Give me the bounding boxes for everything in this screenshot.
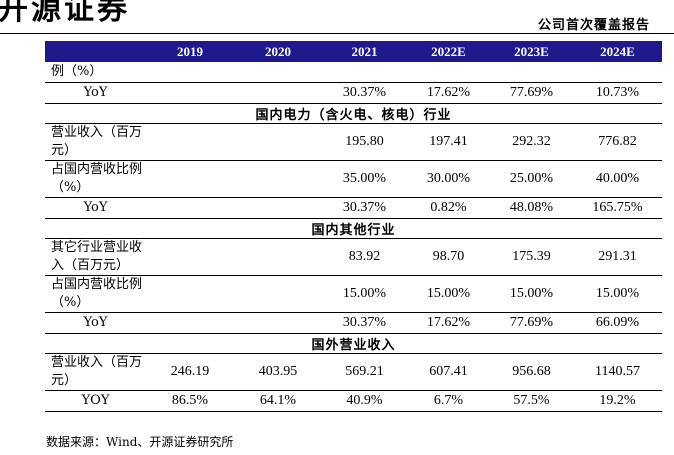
- table-cell: 77.69%: [490, 312, 573, 334]
- table-cell: 403.95: [234, 353, 322, 391]
- table-cell: [234, 275, 322, 313]
- table-cell: [234, 312, 322, 334]
- table-cell: [234, 160, 322, 198]
- table-cell: 569.21: [322, 353, 407, 391]
- table-cell: [146, 160, 234, 198]
- table-cell: [573, 62, 662, 83]
- column-header: 2020: [234, 41, 322, 62]
- table-row: 营业收入（百万元） 195.80 197.41 292.32 776.82: [45, 123, 662, 161]
- revenue-forecast-table: 2019 2020 2021 2022E 2023E 2024E 例（%） YoY…: [45, 41, 662, 412]
- row-label: 其它行业营业收入（百万元）: [45, 238, 146, 276]
- table-cell: 15.00%: [407, 275, 490, 313]
- header-divider: [0, 33, 674, 34]
- table-cell: 0.82%: [407, 197, 490, 219]
- table-row: YoY 30.37% 17.62% 77.69% 66.09%: [45, 312, 662, 334]
- table-cell: 17.62%: [407, 312, 490, 334]
- table-cell: 25.00%: [490, 160, 573, 198]
- row-label: 营业收入（百万元）: [45, 353, 146, 391]
- table-cell: 64.1%: [234, 390, 322, 412]
- table-cell: 77.69%: [490, 82, 573, 104]
- table-row: 占国内营收比例（%） 15.00% 15.00% 15.00% 15.00%: [45, 275, 662, 313]
- section-title: 国外营业收入: [45, 333, 662, 354]
- table-cell: 15.00%: [573, 275, 662, 313]
- table-row: 占国内营收比例（%） 35.00% 30.00% 25.00% 40.00%: [45, 160, 662, 198]
- table-row: 其它行业营业收入（百万元） 83.92 98.70 175.39 291.31: [45, 238, 662, 276]
- row-label: YoY: [45, 197, 146, 219]
- table-cell: [146, 238, 234, 276]
- section-row: 国内电力（含火电、核电）行业: [45, 103, 662, 124]
- table-cell: 30.37%: [322, 82, 407, 104]
- table-cell: [146, 312, 234, 334]
- table-cell: 30.00%: [407, 160, 490, 198]
- table-row: YoY 30.37% 17.62% 77.69% 10.73%: [45, 82, 662, 104]
- table-cell: 30.37%: [322, 312, 407, 334]
- table-cell: 10.73%: [573, 82, 662, 104]
- table-cell: 15.00%: [322, 275, 407, 313]
- table-cell: [146, 123, 234, 161]
- table-cell: [490, 62, 573, 83]
- table-cell: [234, 123, 322, 161]
- table-cell: 776.82: [573, 123, 662, 161]
- brand-logo-text: 开源证券: [0, 0, 130, 27]
- section-row: 国外营业收入: [45, 333, 662, 354]
- table-cell: 15.00%: [490, 275, 573, 313]
- table-cell: 40.00%: [573, 160, 662, 198]
- table-cell: [234, 62, 322, 83]
- column-header: [45, 41, 146, 62]
- table-cell: 292.32: [490, 123, 573, 161]
- table-cell: 66.09%: [573, 312, 662, 334]
- table-cell: [234, 82, 322, 104]
- section-row: 国内其他行业: [45, 218, 662, 239]
- table-cell: 30.37%: [322, 197, 407, 219]
- table-cell: 195.80: [322, 123, 407, 161]
- row-label: YoY: [45, 312, 146, 334]
- table-cell: [146, 62, 234, 83]
- table-cell: [234, 197, 322, 219]
- table-cell: 1140.57: [573, 353, 662, 391]
- table-cell: 246.19: [146, 353, 234, 391]
- table-cell: 35.00%: [322, 160, 407, 198]
- table-cell: 40.9%: [322, 390, 407, 412]
- table-cell: 86.5%: [146, 390, 234, 412]
- table-cell: 57.5%: [490, 390, 573, 412]
- table-cell: [322, 62, 407, 83]
- table-cell: 6.7%: [407, 390, 490, 412]
- row-label: YoY: [45, 82, 146, 104]
- column-header: 2021: [322, 41, 407, 62]
- row-label: 占国内营收比例（%）: [45, 275, 146, 313]
- table-cell: 175.39: [490, 238, 573, 276]
- table-cell: 98.70: [407, 238, 490, 276]
- table-row: 例（%）: [45, 62, 662, 83]
- report-type-label: 公司首次覆盖报告: [537, 18, 650, 33]
- row-label: 例（%）: [45, 62, 146, 83]
- column-header: 2019: [146, 41, 234, 62]
- section-title: 国内电力（含火电、核电）行业: [45, 103, 662, 124]
- column-header: 2023E: [490, 41, 573, 62]
- column-header: 2024E: [573, 41, 662, 62]
- table-row: 营业收入（百万元） 246.19 403.95 569.21 607.41 956.68 1…: [45, 353, 662, 391]
- table-cell: [407, 62, 490, 83]
- table-cell: 19.2%: [573, 390, 662, 412]
- source-note: 数据来源：Wind、开源证券研究所: [46, 435, 234, 449]
- table-cell: 607.41: [407, 353, 490, 391]
- table-cell: [146, 275, 234, 313]
- row-label: 营业收入（百万元）: [45, 123, 146, 161]
- table-cell: [146, 82, 234, 104]
- table-cell: 291.31: [573, 238, 662, 276]
- table-cell: 48.08%: [490, 197, 573, 219]
- table-row: YOY 86.5% 64.1% 40.9% 6.7% 57.5% 19.2%: [45, 390, 662, 412]
- table-header-row: 2019 2020 2021 2022E 2023E 2024E: [45, 41, 662, 62]
- table-cell: [234, 238, 322, 276]
- table-cell: 165.75%: [573, 197, 662, 219]
- column-header: 2022E: [407, 41, 490, 62]
- table-cell: 83.92: [322, 238, 407, 276]
- section-title: 国内其他行业: [45, 218, 662, 239]
- row-label: YOY: [45, 390, 146, 412]
- table-cell: [146, 197, 234, 219]
- row-label: 占国内营收比例（%）: [45, 160, 146, 198]
- table-cell: 197.41: [407, 123, 490, 161]
- table-row: YoY 30.37% 0.82% 48.08% 165.75%: [45, 197, 662, 219]
- table-cell: 17.62%: [407, 82, 490, 104]
- table-cell: 956.68: [490, 353, 573, 391]
